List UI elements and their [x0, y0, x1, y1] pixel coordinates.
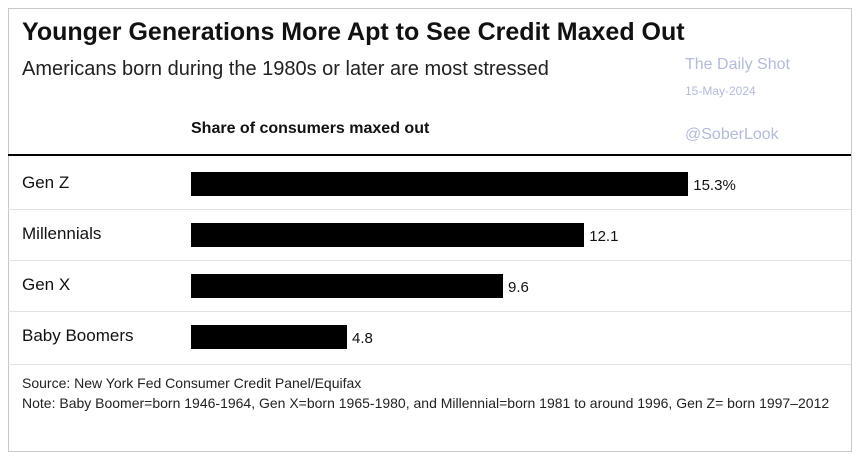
header-rule — [8, 154, 851, 156]
watermark: 15-May-2024 — [685, 84, 756, 98]
row-separator — [8, 209, 851, 210]
category-label: Gen Z — [22, 172, 70, 192]
value-label: 9.6 — [508, 278, 529, 296]
watermark: The Daily Shot — [685, 56, 790, 73]
chart-subtitle: Americans born during the 1980s or later… — [22, 58, 549, 80]
note: Note: Baby Boomer=born 1946-1964, Gen X=… — [22, 395, 830, 411]
value-label: 4.8 — [352, 329, 373, 347]
category-label: Gen X — [22, 274, 71, 294]
bar — [191, 171, 689, 196]
value-header: Share of consumers maxed out — [191, 120, 430, 137]
bar — [191, 222, 585, 247]
value-label: 12.1 — [589, 227, 619, 245]
watermark: @SoberLook — [685, 126, 779, 143]
category-label: Millennials — [22, 223, 102, 243]
source: Source: New York Fed Consumer Credit Pan… — [22, 375, 362, 391]
footnotes: Source: New York Fed Consumer Credit Pan… — [22, 373, 850, 413]
value-label: 15.3% — [693, 176, 736, 194]
frame — [8, 8, 852, 452]
row-separator — [8, 364, 851, 365]
bar — [191, 324, 347, 349]
category-label: Baby Boomers — [22, 325, 134, 345]
chart-title: Younger Generations More Apt to See Cred… — [22, 18, 685, 46]
bar — [191, 273, 503, 298]
row-separator — [8, 260, 851, 261]
row-separator — [8, 311, 851, 312]
